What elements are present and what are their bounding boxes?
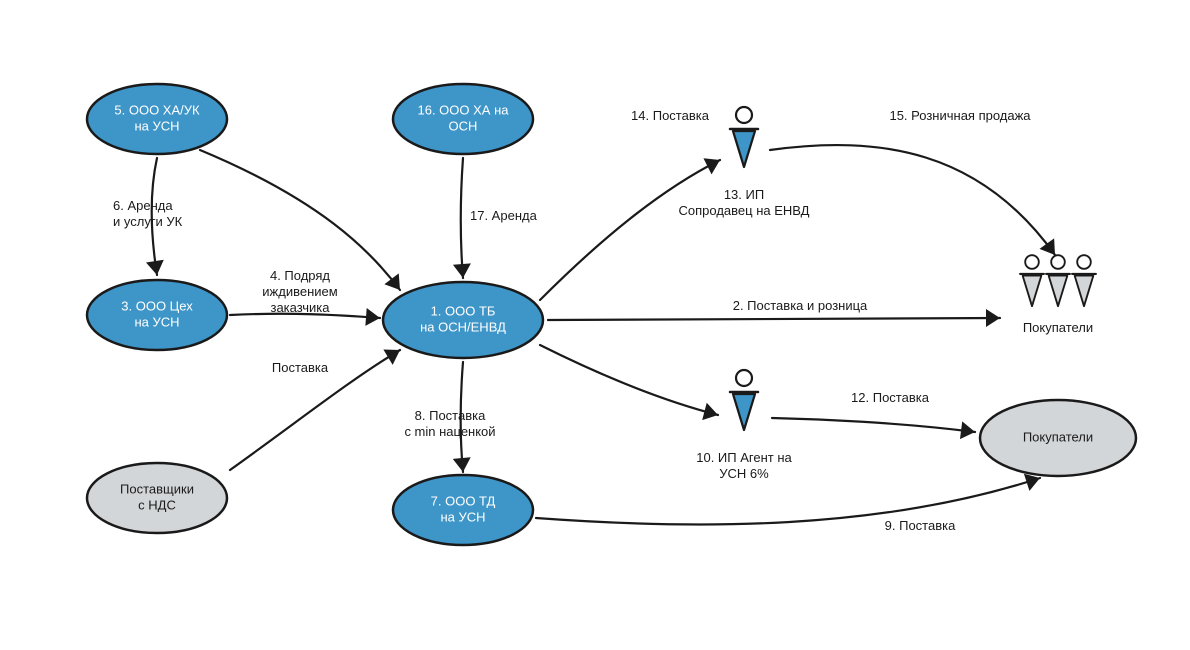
edge-label-ePost: Поставка xyxy=(272,360,329,375)
edge-label-e4: иждивением xyxy=(262,284,337,299)
arrow-head xyxy=(453,457,471,472)
person-icon xyxy=(1046,255,1070,306)
arrow-head xyxy=(146,260,164,275)
arrow-head xyxy=(986,309,1000,327)
edge-label-e17: 17. Аренда xyxy=(470,208,538,223)
node-label-n3: 3. ООО Цех xyxy=(121,298,193,313)
node-label-buy2: Покупатели xyxy=(1023,429,1093,444)
node-label-sup: Поставщики xyxy=(120,481,194,496)
node-label-n16: ОСН xyxy=(449,118,478,133)
node-label-p13: Сопродавец на ЕНВД xyxy=(679,203,810,218)
arrow-head xyxy=(960,421,975,439)
edge-e14 xyxy=(540,160,720,300)
edge-e17 xyxy=(461,158,463,278)
edge-label-e2: 2. Поставка и розница xyxy=(733,298,868,313)
person-icon xyxy=(730,107,758,167)
node-label-n16: 16. ООО ХА на xyxy=(418,102,510,117)
edge-label-e6: и услуги УК xyxy=(113,214,183,229)
node-label-p10: УСН 6% xyxy=(719,466,769,481)
person-icon xyxy=(1020,255,1044,306)
node-label-n5: 5. ООО ХА/УК xyxy=(114,102,200,117)
edge-label-e14: 14. Поставка xyxy=(631,108,710,123)
arrow-head xyxy=(383,350,400,365)
node-label-n7: на УСН xyxy=(440,509,485,524)
edge-label-e9: 9. Поставка xyxy=(885,518,956,533)
edge-e10e xyxy=(540,345,718,415)
node-label-n1: 1. ООО ТБ xyxy=(431,303,496,318)
edge-e9 xyxy=(536,478,1040,525)
edge-label-e8: с min наценкой xyxy=(404,424,495,439)
node-label-n7: 7. ООО ТД xyxy=(431,493,496,508)
node-label-p13: 13. ИП xyxy=(724,187,764,202)
arrow-head xyxy=(453,263,471,278)
node-label-n1: на ОСН/ЕНВД xyxy=(420,319,506,334)
edge-e15 xyxy=(770,145,1055,255)
edge-label-e4: заказчика xyxy=(270,300,330,315)
arrow-head xyxy=(702,403,718,420)
arrow-head xyxy=(1040,238,1055,255)
edge-e12 xyxy=(772,418,975,432)
edge-e2 xyxy=(548,318,1000,320)
person-icon xyxy=(1072,255,1096,306)
edge-label-e4: 4. Подряд xyxy=(270,268,330,283)
node-label-sup: с НДС xyxy=(138,497,176,512)
edge-label-e15: 15. Розничная продажа xyxy=(889,108,1031,123)
diagram-canvas: 6. Арендаи услуги УК 17. Аренда 4. Подряди… xyxy=(0,0,1190,650)
node-label-p10: 10. ИП Агент на xyxy=(696,450,792,465)
arrow-head xyxy=(384,273,400,290)
edge-label-e8: 8. Поставка xyxy=(415,408,486,423)
person-icon xyxy=(730,370,758,430)
edge-label-e12: 12. Поставка xyxy=(851,390,930,405)
arrow-head xyxy=(365,308,380,326)
edge-label-e6: 6. Аренда xyxy=(113,198,173,213)
node-label-n3: на УСН xyxy=(134,314,179,329)
node-label-buy1: Покупатели xyxy=(1023,320,1093,335)
node-label-n5: на УСН xyxy=(134,118,179,133)
